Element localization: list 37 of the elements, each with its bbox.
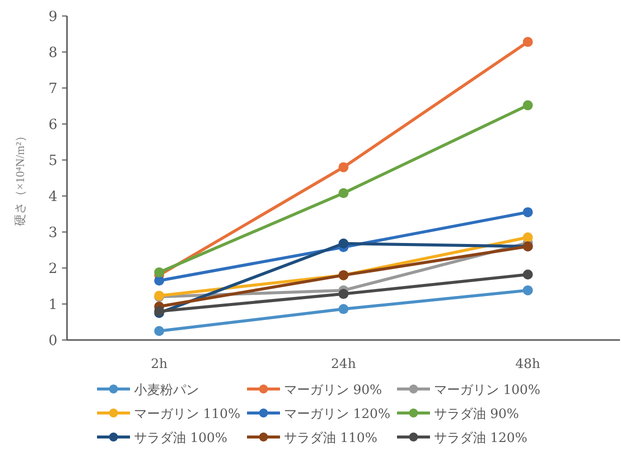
point <box>338 188 348 198</box>
y-tick-label: 5 <box>48 153 58 169</box>
y-tick-label: 4 <box>48 189 58 205</box>
y-tick-label: 8 <box>48 45 58 61</box>
x-tick-label: 24h <box>331 357 357 372</box>
legend-label: サラダ油 100% <box>134 431 228 446</box>
legend-label: マーガリン 100% <box>434 383 540 398</box>
y-tick-label: 3 <box>48 225 58 241</box>
point <box>522 269 533 280</box>
point <box>338 238 348 249</box>
legend-label: マーガリン 110% <box>134 407 240 422</box>
y-tick-label: 6 <box>48 117 58 133</box>
legend-label: サラダ油 120% <box>434 431 528 446</box>
point <box>154 276 164 286</box>
point <box>522 285 533 296</box>
point <box>154 267 164 278</box>
point <box>522 36 533 47</box>
y-tick-label: 1 <box>48 297 58 313</box>
y-tick-label: 0 <box>48 333 58 349</box>
y-tick-label: 7 <box>48 81 58 97</box>
x-tick-label: 48h <box>515 357 541 372</box>
legend-label: 小麦粉パン <box>134 383 199 398</box>
legend-label: サラダ油 110% <box>284 431 378 446</box>
legend-label: マーガリン 120% <box>284 407 390 422</box>
x-tick-label: 2h <box>150 357 168 372</box>
point <box>154 326 164 336</box>
point <box>338 288 348 299</box>
legend-label: マーガリン 90% <box>284 383 382 398</box>
y-tick-label: 9 <box>48 9 58 25</box>
point <box>522 100 533 110</box>
y-tick-label: 2 <box>48 261 58 277</box>
point <box>522 232 533 242</box>
point <box>338 162 348 172</box>
point <box>338 304 348 314</box>
legend-label: サラダ油 90% <box>434 407 520 422</box>
y-axis-title: 硬さ（×10⁴N/m²） <box>13 130 27 226</box>
point <box>522 207 533 218</box>
